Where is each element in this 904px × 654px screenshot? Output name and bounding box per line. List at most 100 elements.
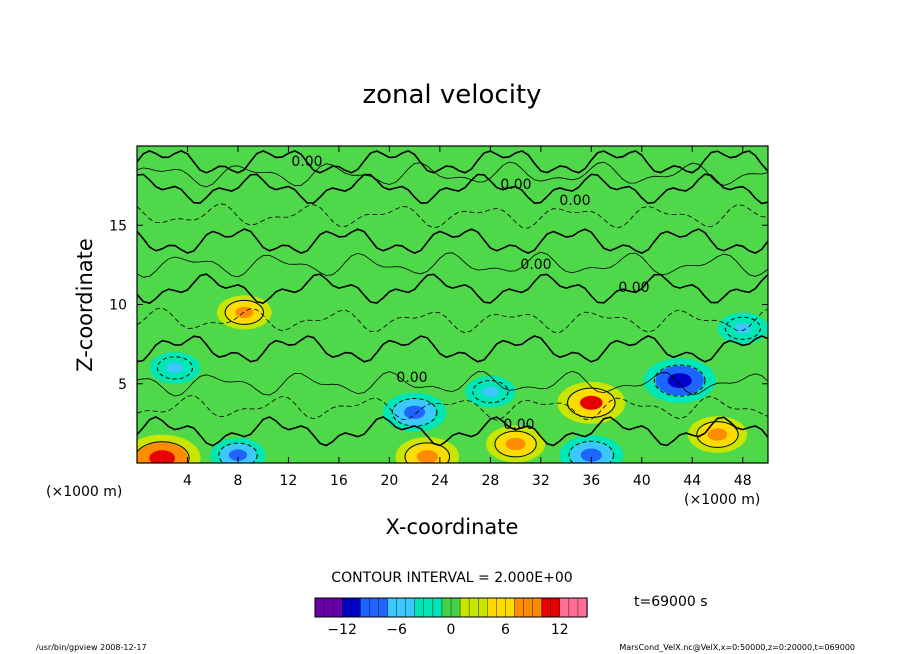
contour-line xyxy=(137,251,768,278)
feature-contour xyxy=(156,356,193,380)
colorbar-swatch xyxy=(378,597,389,618)
colorbar xyxy=(314,597,588,618)
colorbar-swatch xyxy=(351,597,361,618)
x-tick-label: 36 xyxy=(582,473,600,489)
colorbar-swatch xyxy=(450,597,461,618)
x-tick-label: 40 xyxy=(633,473,651,489)
y-axis: 5 10 15 xyxy=(109,218,768,393)
feature-contour xyxy=(653,364,706,397)
contour-line xyxy=(137,307,768,334)
x-axis-label: X-coordinate xyxy=(386,515,519,539)
colorbar-swatch xyxy=(459,597,470,618)
field-feature xyxy=(149,450,175,463)
colorbar-swatch xyxy=(541,597,552,618)
contour-line xyxy=(137,161,768,188)
contour-value-label: 0.00 xyxy=(396,370,427,386)
zero-contour-line xyxy=(137,416,768,447)
x-axis: 4 8 12 16 20 24 28 32 36 40 44 48 xyxy=(183,146,752,489)
colorbar-swatch xyxy=(432,597,443,618)
feature-contour xyxy=(137,441,190,463)
colorbar-swatch xyxy=(360,597,370,618)
colorbar-swatch xyxy=(405,597,416,618)
colorbar-swatch xyxy=(332,597,343,618)
zero-contour-line xyxy=(137,273,768,305)
contour-value-label: 0.00 xyxy=(500,177,531,193)
zero-contour-line xyxy=(137,150,768,174)
contour-value-label: 0.00 xyxy=(503,417,534,433)
x-unit-left: (×1000 m) xyxy=(46,484,122,500)
field-feature xyxy=(482,386,499,398)
colorbar-swatch xyxy=(577,597,588,618)
x-tick-label: 24 xyxy=(431,473,449,489)
colorbar-ticks: −12 −6 0 6 12 xyxy=(327,622,568,638)
field-feature xyxy=(166,362,184,374)
colorbar-swatch xyxy=(396,597,407,618)
x-tick-label: 32 xyxy=(532,473,550,489)
contour-value-label: 0.00 xyxy=(520,257,551,273)
colorbar-swatch xyxy=(505,597,516,618)
colorbar-frame xyxy=(314,597,588,618)
y-tick-label: 10 xyxy=(109,298,127,314)
colorbar-swatch xyxy=(342,597,352,618)
colorbar-tick-label: −6 xyxy=(386,622,407,638)
contour-labels: 0.00 0.00 0.00 0.00 0.00 0.00 0.00 xyxy=(291,154,649,433)
colorbar-swatch xyxy=(314,597,325,618)
field-feature xyxy=(505,437,526,451)
y-tick-label: 5 xyxy=(118,377,127,393)
field-feature xyxy=(404,405,426,419)
contour-line xyxy=(137,370,768,397)
contour-line xyxy=(137,395,768,421)
colorbar-swatch xyxy=(496,597,506,618)
x-tick-label: 8 xyxy=(233,473,242,489)
plot-area: 0.00 0.00 0.00 0.00 0.00 0.00 0.00 xyxy=(136,145,769,464)
colorbar-swatch xyxy=(523,597,534,618)
y-axis-label: Z-coordinate xyxy=(73,238,97,372)
contour-lines xyxy=(137,150,768,447)
velocity-field xyxy=(137,295,768,463)
contour-value-label: 0.00 xyxy=(618,280,649,296)
contour-interval: CONTOUR INTERVAL = 2.000E+00 xyxy=(331,570,572,586)
field-feature xyxy=(580,395,603,410)
colorbar-swatch xyxy=(323,597,334,618)
contour-line xyxy=(137,203,768,229)
feature-contour xyxy=(567,387,616,418)
colorbar-swatch xyxy=(550,597,561,618)
time-label: t=69000 s xyxy=(634,594,708,610)
colorbar-swatch xyxy=(478,597,488,618)
colorbar-swatch xyxy=(568,597,579,618)
chart-title: zonal velocity xyxy=(362,80,541,110)
field-feature xyxy=(416,450,438,463)
colorbar-tick-label: 12 xyxy=(551,622,569,638)
feature-contour xyxy=(224,299,265,325)
x-tick-label: 20 xyxy=(380,473,398,489)
colorbar-swatch xyxy=(559,597,570,618)
colorbar-tick-label: −12 xyxy=(327,622,357,638)
colorbar-swatch xyxy=(487,597,497,618)
colorbar-swatch xyxy=(441,597,452,618)
field-feature xyxy=(734,323,752,334)
footer-right: MarsCond_VelX.nc@VelX,x=0:50000,z=0:2000… xyxy=(619,643,855,652)
field-feature xyxy=(580,448,602,462)
zero-contour-line xyxy=(137,228,768,254)
colorbar-swatch xyxy=(423,597,434,618)
colorbar-swatch xyxy=(514,597,525,618)
x-tick-label: 48 xyxy=(734,473,752,489)
colorbar-swatch xyxy=(387,597,398,618)
feature-contour xyxy=(218,442,258,463)
colorbar-swatch xyxy=(532,597,543,618)
footer-left: /usr/bin/gpview 2008-12-17 xyxy=(36,643,147,652)
colorbar-swatch xyxy=(369,597,380,618)
x-tick-label: 44 xyxy=(683,473,701,489)
zero-contour-line xyxy=(137,335,768,363)
colorbar-swatch xyxy=(414,597,425,618)
colorbar-tick-label: 0 xyxy=(447,622,456,638)
feature-contour xyxy=(696,421,739,448)
x-tick-label: 4 xyxy=(183,473,192,489)
x-tick-label: 12 xyxy=(280,473,298,489)
x-unit-right: (×1000 m) xyxy=(684,492,760,508)
field-feature xyxy=(228,449,248,461)
x-tick-label: 16 xyxy=(330,473,348,489)
feature-contour xyxy=(472,380,509,404)
field-feature xyxy=(707,428,728,441)
